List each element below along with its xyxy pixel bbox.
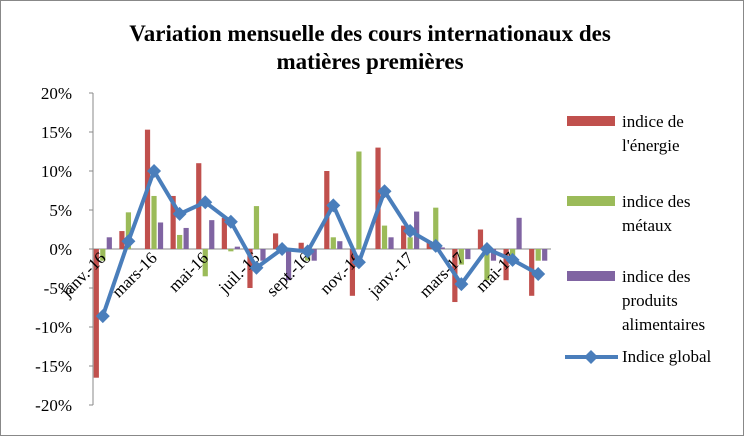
line-marker	[198, 195, 213, 210]
bar	[375, 147, 381, 249]
bar	[93, 249, 99, 378]
y-tick-label: 5%	[49, 201, 72, 220]
bar	[228, 249, 234, 252]
bar	[330, 237, 336, 249]
bar	[209, 220, 215, 249]
legend-swatch	[567, 271, 615, 281]
legend-swatch	[567, 116, 615, 126]
bar	[183, 227, 189, 249]
line-marker	[377, 184, 392, 199]
bar	[157, 222, 164, 249]
y-tick-label: -5%	[44, 279, 72, 298]
bar	[221, 217, 227, 249]
bar	[490, 249, 497, 261]
bar	[202, 249, 208, 277]
line-marker	[403, 224, 418, 239]
legend-label: indice des métaux	[622, 192, 691, 235]
line-marker	[326, 198, 341, 213]
bar	[285, 249, 292, 281]
bar	[337, 241, 343, 249]
bar	[535, 249, 541, 261]
line-marker	[275, 242, 290, 256]
bar	[272, 233, 279, 249]
bar	[170, 195, 176, 249]
bar	[388, 237, 394, 249]
line-marker	[172, 206, 187, 221]
bar	[407, 237, 413, 249]
bar	[349, 249, 356, 296]
y-tick-label: 15%	[41, 123, 72, 142]
line-marker	[95, 309, 110, 324]
y-tick-label: -15%	[35, 357, 72, 376]
line-marker	[454, 277, 469, 292]
bar	[119, 231, 125, 249]
bar	[516, 217, 522, 249]
bar	[247, 249, 253, 288]
line	[100, 169, 540, 317]
line-marker	[351, 255, 366, 270]
legend-label: Indice global	[622, 347, 712, 366]
y-tick-label: -10%	[35, 318, 72, 337]
line-marker	[223, 214, 238, 229]
bar	[125, 212, 132, 249]
bar	[106, 237, 112, 249]
bar	[484, 249, 490, 281]
bar	[433, 207, 439, 249]
legend-label: indice des produits alimentaires	[622, 267, 706, 334]
bar	[477, 229, 484, 249]
bar	[426, 241, 432, 249]
bar	[324, 171, 330, 249]
legend-label: indice de l'énergie	[622, 112, 684, 155]
bar	[542, 249, 548, 261]
bar	[253, 206, 260, 249]
bar	[311, 249, 317, 261]
bar	[260, 249, 266, 261]
line-marker	[505, 252, 520, 267]
line-marker	[531, 266, 546, 281]
bar	[381, 225, 388, 249]
bar	[503, 249, 509, 281]
bar	[401, 225, 407, 249]
y-tick-label: 10%	[41, 162, 72, 181]
line-marker	[249, 260, 264, 275]
chart-title: Variation mensuelle des cours internatio…	[129, 21, 611, 74]
line-marker	[147, 164, 162, 178]
line-marker	[121, 234, 136, 249]
y-tick-label: -20%	[35, 396, 72, 415]
line-marker	[428, 238, 443, 253]
bar	[356, 151, 362, 249]
line-marker	[300, 244, 315, 259]
y-tick-label: 0%	[49, 240, 72, 259]
bar	[414, 211, 420, 249]
bar	[298, 242, 304, 249]
bar	[439, 247, 445, 249]
bar	[234, 246, 240, 249]
bar	[100, 249, 106, 261]
legend-swatch	[567, 196, 615, 206]
line-marker	[479, 242, 494, 256]
legend-marker	[584, 350, 598, 364]
bar	[177, 234, 183, 249]
bar	[465, 249, 471, 260]
y-tick-label: 20%	[41, 84, 72, 103]
bar	[151, 195, 157, 249]
bar	[458, 249, 464, 265]
